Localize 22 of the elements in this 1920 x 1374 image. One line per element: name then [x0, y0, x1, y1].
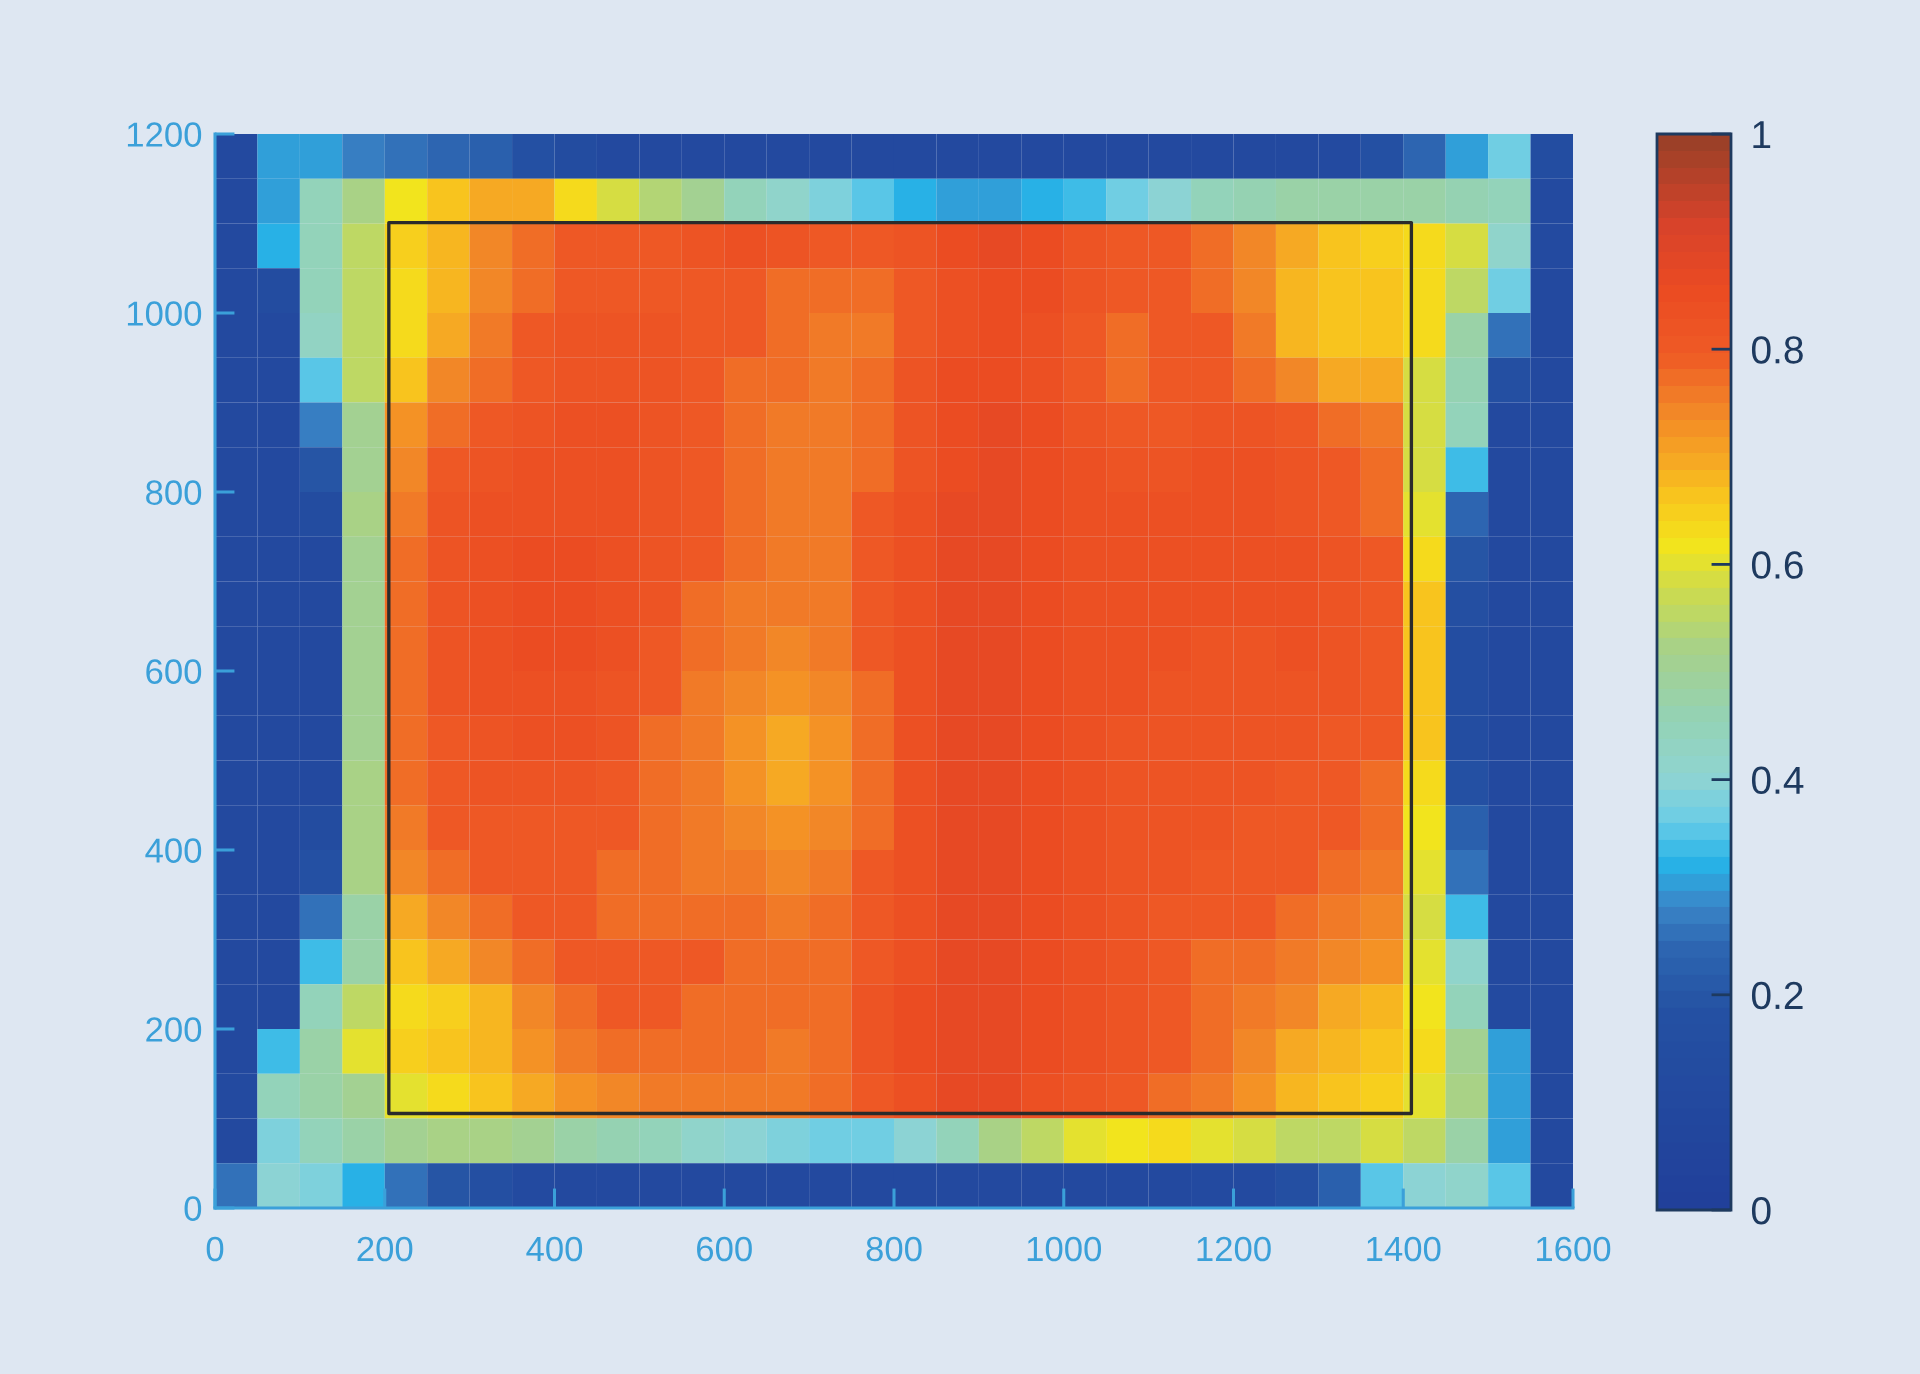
x-tick-label: 1200 — [1197, 1236, 1271, 1262]
x-tick-label: 800 — [866, 1236, 922, 1262]
color-bar-label: 0.8 — [1751, 336, 1803, 364]
x-tick-label: 400 — [526, 1236, 583, 1262]
x-tick-label: 1600 — [1537, 1236, 1611, 1262]
color-bar-label: 0 — [1751, 1196, 1771, 1225]
color-bar-label: 1 — [1753, 121, 1771, 149]
x-tick-label: 600 — [697, 1236, 752, 1262]
color-bar-label: 0.6 — [1751, 551, 1803, 579]
y-tick-label: 600 — [146, 659, 202, 684]
y-tick-label: 1200 — [127, 122, 202, 147]
color-bar-label: 0.4 — [1751, 766, 1804, 795]
x-tick-label: 1000 — [1027, 1236, 1102, 1262]
y-tick-label: 800 — [146, 480, 202, 505]
x-tick-label: 200 — [357, 1236, 413, 1262]
y-tick-label: 1000 — [127, 301, 202, 326]
color-bar-label: 0.2 — [1751, 981, 1803, 1010]
x-tick-label: 1400 — [1367, 1236, 1441, 1262]
x-tick-label: 0 — [206, 1236, 224, 1262]
y-tick-label: 0 — [184, 1196, 202, 1221]
y-tick-label: 400 — [145, 838, 202, 863]
y-tick-label: 200 — [146, 1017, 202, 1042]
